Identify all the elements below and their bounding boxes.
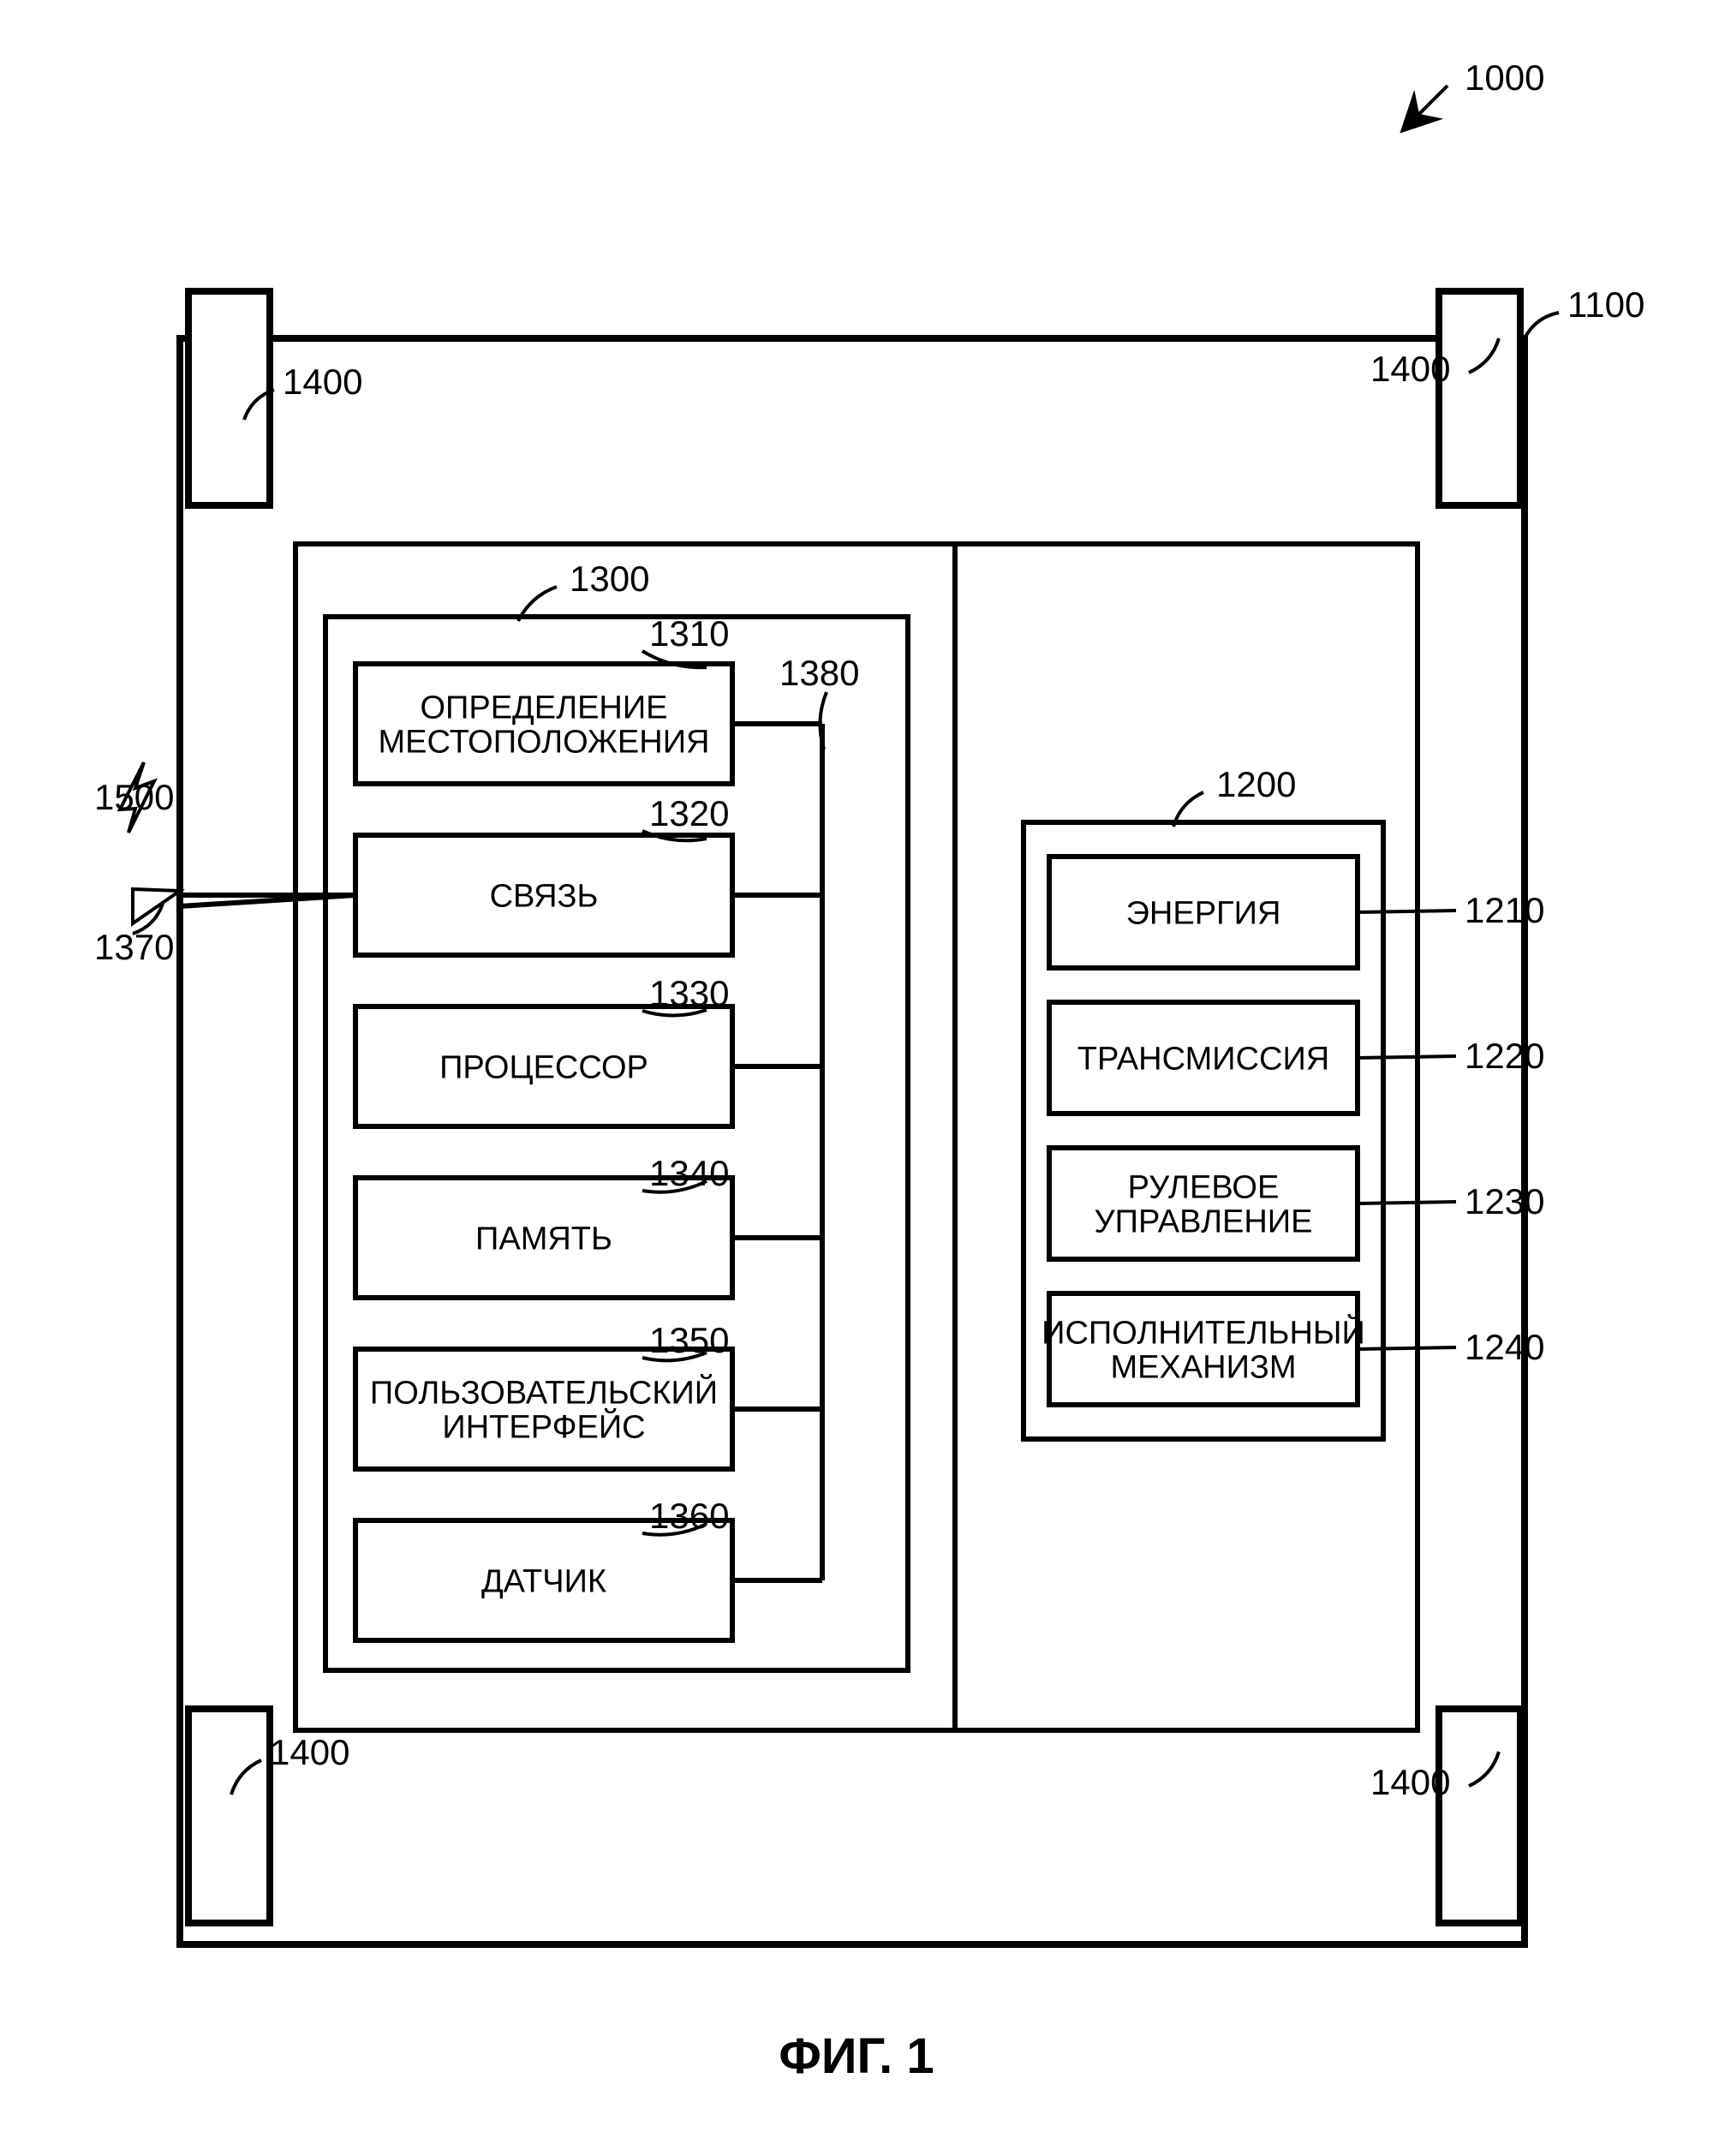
text-67: 1100 <box>1567 284 1644 325</box>
text-58: РУЛЕВОЕ <box>1128 1169 1280 1205</box>
text-20: 1320 <box>649 793 729 833</box>
text-54: ТРАНСМИССИЯ <box>1077 1041 1329 1077</box>
text-42: 1380 <box>779 653 859 693</box>
text-71: 1400 <box>283 361 362 402</box>
path-70 <box>1405 86 1447 128</box>
rect-4 <box>188 1709 270 1923</box>
text-38: ДАТЧИК <box>481 1563 606 1599</box>
text-30: 1340 <box>649 1153 729 1193</box>
text-88: ФИГ. 1 <box>779 2028 934 2084</box>
text-59: УПРАВЛЕНИЕ <box>1095 1203 1313 1239</box>
text-65: 1240 <box>1465 1327 1544 1367</box>
text-36: 1350 <box>649 1320 729 1360</box>
line-52 <box>1358 911 1456 912</box>
text-75: 1400 <box>270 1732 349 1772</box>
text-32: ПОЛЬЗОВАТЕЛЬСКИЙ <box>370 1372 718 1411</box>
text-11: ОПРЕДЕЛЕНИЕ <box>420 690 667 726</box>
text-60: 1230 <box>1465 1181 1544 1221</box>
text-77: 1400 <box>1370 1762 1450 1802</box>
line-61 <box>1358 1202 1456 1203</box>
text-17: СВЯЗЬ <box>490 878 599 914</box>
text-63: ИСПОЛНИТЕЛЬНЫЙ <box>1042 1312 1365 1351</box>
text-73: 1400 <box>1370 349 1450 389</box>
text-22: ПРОЦЕССОР <box>439 1049 648 1085</box>
text-27: ПАМЯТЬ <box>475 1221 612 1257</box>
line-56 <box>1358 1056 1456 1058</box>
text-12: МЕСТОПОЛОЖЕНИЯ <box>379 724 710 760</box>
text-47: 1200 <box>1216 764 1296 804</box>
rect-5 <box>1439 1709 1520 1923</box>
text-64: МЕХАНИЗМ <box>1110 1349 1296 1385</box>
text-69: 1000 <box>1465 57 1544 98</box>
text-25: 1330 <box>649 973 729 1013</box>
text-51: 1210 <box>1465 890 1544 930</box>
text-41: 1360 <box>649 1496 729 1536</box>
text-55: 1220 <box>1465 1036 1544 1076</box>
text-44: 1300 <box>570 558 649 599</box>
text-85: 1500 <box>94 777 174 817</box>
text-33: ИНТЕРФЕЙС <box>442 1406 645 1445</box>
text-50: ЭНЕРГИЯ <box>1126 895 1281 931</box>
path-68 <box>1525 313 1559 338</box>
text-15: 1310 <box>649 613 729 654</box>
rect-3 <box>1439 291 1520 505</box>
line-66 <box>1358 1347 1456 1349</box>
